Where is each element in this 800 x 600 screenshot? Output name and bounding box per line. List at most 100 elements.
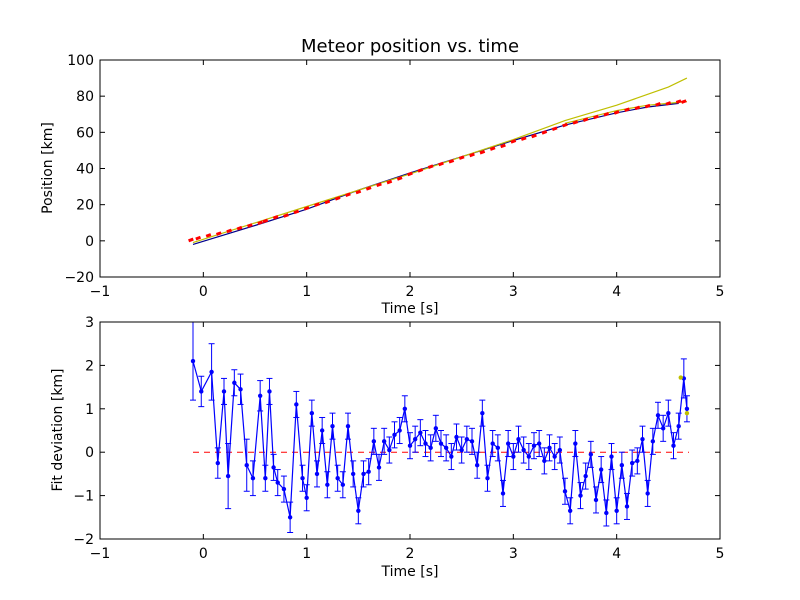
plot-area — [190, 322, 690, 533]
data-point — [562, 489, 568, 494]
data-point — [396, 176, 403, 181]
data-point — [645, 491, 650, 496]
data-point — [371, 439, 377, 444]
data-point — [190, 358, 196, 364]
data-point — [309, 410, 315, 416]
data-point — [221, 389, 227, 394]
data-point — [356, 508, 361, 513]
data-point — [480, 410, 485, 416]
data-point — [572, 120, 579, 125]
y-axis-label: Position [km] — [40, 122, 56, 214]
position-chart: Meteor position vs. time −1 0 1 2 3 4 5 −20 0 20 4… — [40, 36, 724, 317]
data-point — [314, 202, 320, 207]
data-point — [443, 445, 449, 451]
data-point — [355, 189, 362, 195]
residual-series-line — [192, 360, 688, 518]
data-point — [335, 476, 340, 481]
data-point — [209, 369, 214, 375]
data-point — [407, 171, 413, 177]
data-point — [304, 495, 309, 500]
data-point — [500, 143, 506, 149]
y-tick-label: −1 — [73, 489, 94, 505]
data-point — [330, 423, 335, 429]
data-point — [526, 454, 532, 459]
data-point — [387, 447, 392, 453]
data-point — [262, 218, 269, 224]
data-point — [238, 387, 243, 392]
y-tick-label: 20 — [76, 198, 94, 214]
data-point — [418, 430, 423, 435]
data-point — [510, 139, 517, 144]
data-point — [541, 130, 548, 135]
x-tick-label: 3 — [509, 284, 518, 300]
data-point — [629, 460, 635, 466]
data-point — [551, 126, 558, 131]
data-point — [366, 469, 371, 474]
x-tick-label: 0 — [199, 546, 208, 562]
data-point — [267, 389, 272, 394]
data-point — [438, 441, 444, 446]
data-point — [557, 447, 563, 453]
data-point — [665, 101, 672, 106]
data-point — [272, 215, 279, 220]
data-point — [257, 393, 263, 398]
data-point — [531, 133, 537, 139]
data-point — [567, 508, 573, 513]
data-point — [427, 164, 434, 169]
data-point — [474, 463, 480, 468]
data-point — [593, 497, 599, 503]
y-tick-label: 0 — [85, 445, 94, 461]
data-point — [680, 99, 687, 104]
data-point — [226, 228, 233, 234]
data-point — [613, 110, 620, 115]
data-point — [215, 231, 222, 236]
x-tick-label: 4 — [612, 546, 621, 562]
data-point — [454, 434, 459, 440]
x-tick-label: 2 — [406, 546, 415, 562]
x-tick-label: 4 — [612, 284, 621, 300]
data-point — [215, 460, 220, 466]
data-point — [244, 463, 249, 468]
x-tick-label: 5 — [716, 546, 725, 562]
y-tick-label: 100 — [67, 53, 94, 69]
data-point — [199, 389, 204, 394]
data-point — [205, 233, 212, 238]
data-point — [676, 423, 681, 429]
data-point — [511, 454, 516, 459]
data-point — [417, 168, 424, 173]
data-point — [578, 493, 583, 498]
x-tick-label: 0 — [199, 284, 208, 300]
data-point — [655, 102, 661, 107]
data-point — [345, 423, 351, 429]
data-point — [573, 441, 578, 446]
data-point — [660, 426, 666, 431]
data-point — [281, 486, 287, 492]
data-point — [588, 452, 594, 457]
data-point — [614, 508, 619, 513]
data-point — [495, 445, 501, 451]
data-point — [531, 443, 537, 448]
data-point — [376, 182, 382, 188]
deviation-plot-layer — [190, 322, 690, 533]
data-point — [624, 504, 630, 509]
data-point — [324, 199, 331, 205]
data-point — [361, 471, 366, 477]
data-point — [458, 155, 465, 160]
data-point — [684, 410, 690, 416]
data-point — [489, 146, 496, 151]
data-point — [505, 441, 511, 446]
data-point — [293, 209, 300, 215]
data-point — [325, 482, 330, 487]
data-point — [250, 476, 256, 481]
data-point — [469, 152, 475, 158]
data-point — [386, 179, 393, 185]
data-point — [334, 196, 341, 201]
data-point — [516, 436, 521, 442]
data-point — [684, 406, 690, 411]
data-point — [650, 439, 656, 444]
data-point — [402, 406, 408, 411]
y-tick-label: 0 — [85, 234, 94, 250]
position-plot-layer — [188, 77, 688, 245]
